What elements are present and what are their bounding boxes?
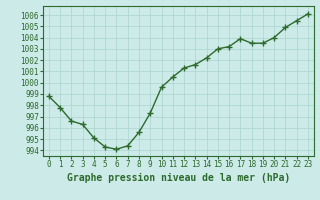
X-axis label: Graphe pression niveau de la mer (hPa): Graphe pression niveau de la mer (hPa) — [67, 173, 290, 183]
